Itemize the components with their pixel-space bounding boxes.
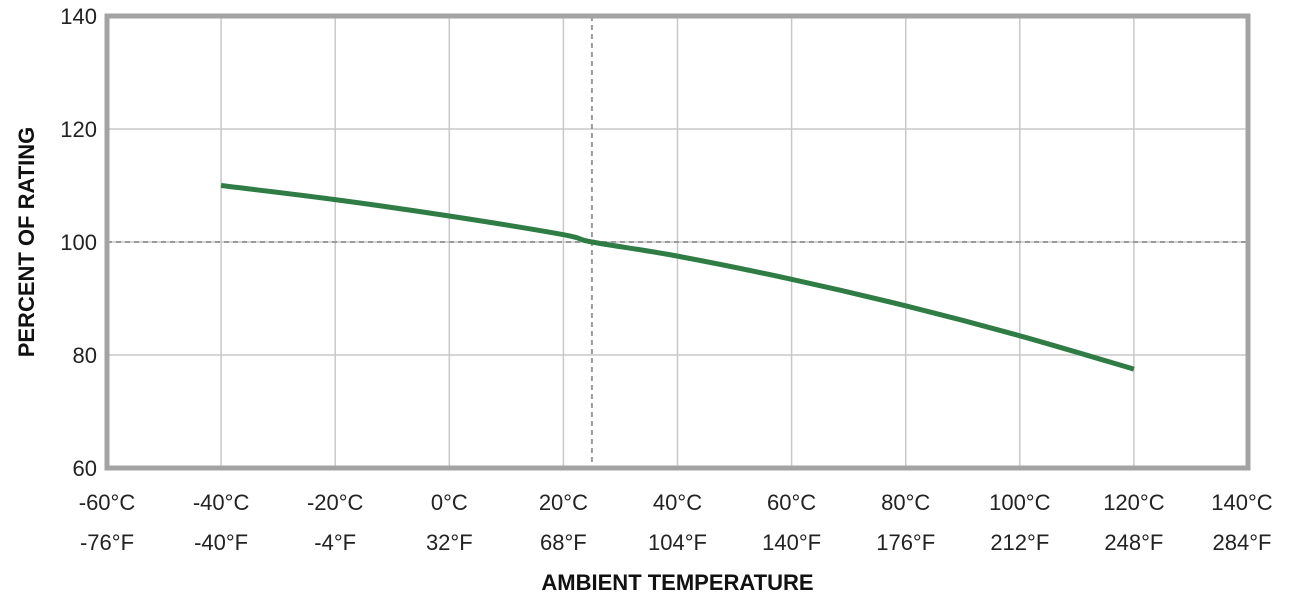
x-tick-label-celsius: 20°C xyxy=(539,490,588,515)
x-axis-title: AMBIENT TEMPERATURE xyxy=(541,570,813,595)
x-tick-labels: -60°C -76°F -40°C -40°F -20°C -4°F 0°C 32°F 20°C… xyxy=(79,490,1273,555)
y-axis-title: PERCENT OF RATING xyxy=(14,127,39,358)
x-tick-label-celsius: 120°C xyxy=(1103,490,1165,515)
x-tick-label-celsius: 100°C xyxy=(989,490,1051,515)
x-tick-label-fahrenheit: 104°F xyxy=(648,530,707,555)
x-tick-label-fahrenheit: 176°F xyxy=(876,530,935,555)
x-tick-label-celsius: 80°C xyxy=(881,490,930,515)
series-layer xyxy=(220,183,1135,372)
x-tick-label-fahrenheit: -4°F xyxy=(314,530,356,555)
y-tick-labels: 60 80 100 120 140 xyxy=(60,4,97,481)
x-tick-label-celsius: 0°C xyxy=(431,490,468,515)
x-tick-label-celsius: 140°C xyxy=(1211,490,1273,515)
x-tick-label-celsius: -60°C xyxy=(79,490,136,515)
y-tick-label: 100 xyxy=(60,230,97,255)
x-tick-label-fahrenheit: 248°F xyxy=(1104,530,1163,555)
x-tick-label-celsius: 60°C xyxy=(767,490,816,515)
x-tick-label-celsius: -20°C xyxy=(307,490,364,515)
x-tick-label-fahrenheit: 284°F xyxy=(1213,530,1272,555)
x-tick-label-fahrenheit: -40°F xyxy=(194,530,248,555)
y-tick-label: 120 xyxy=(60,117,97,142)
plot-frame xyxy=(104,13,1251,471)
x-tick-label-celsius: -40°C xyxy=(193,490,250,515)
series-line xyxy=(220,183,1135,372)
x-tick-label-celsius: 40°C xyxy=(653,490,702,515)
x-tick-label-fahrenheit: 32°F xyxy=(426,530,473,555)
x-tick-label-fahrenheit: 140°F xyxy=(762,530,821,555)
y-tick-label: 60 xyxy=(73,456,97,481)
x-tick-label-fahrenheit: -76°F xyxy=(80,530,134,555)
x-tick-label-fahrenheit: 68°F xyxy=(540,530,587,555)
x-tick-label-fahrenheit: 212°F xyxy=(990,530,1049,555)
y-tick-label: 140 xyxy=(60,4,97,29)
y-tick-label: 80 xyxy=(73,343,97,368)
